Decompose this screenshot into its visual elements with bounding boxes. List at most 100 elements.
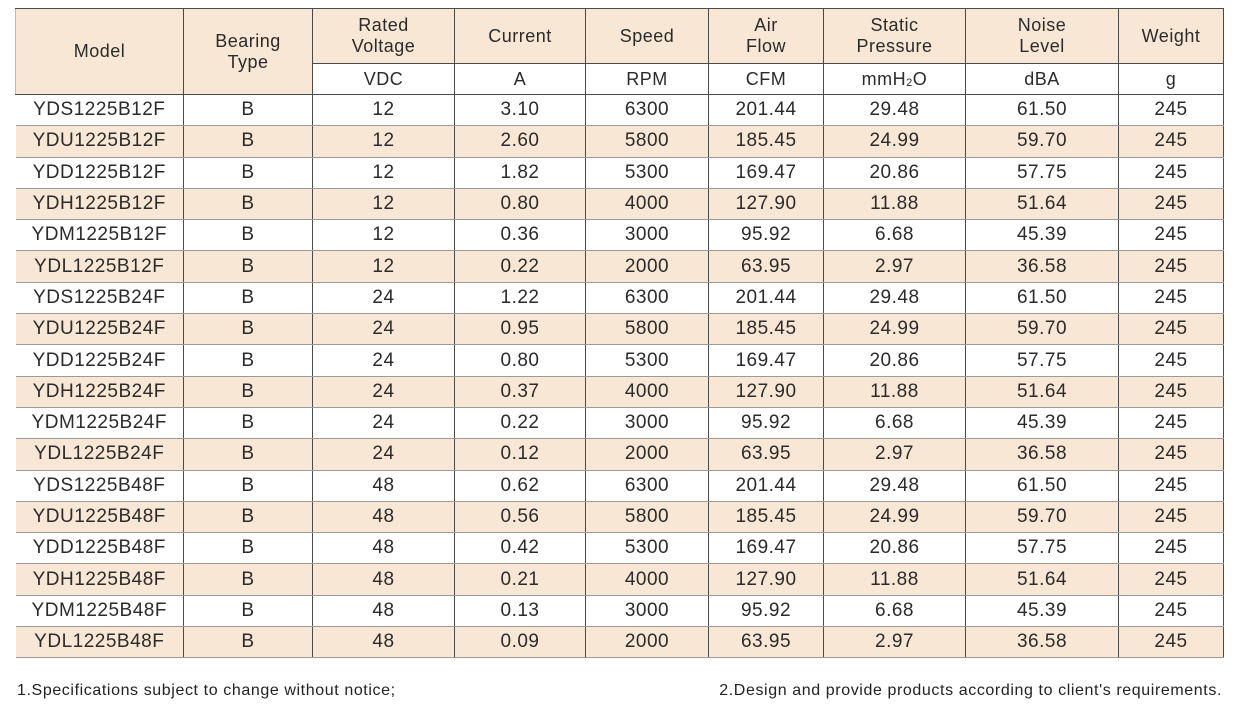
value-cell: 63.95: [708, 438, 824, 471]
value-cell: B: [183, 187, 313, 221]
value-cell: 5800: [585, 125, 709, 158]
table-row: YDH1225B48F B 48 0.21 4000 127.90 11.88 51.64 24…: [15, 563, 1224, 596]
unit-cell: VDC: [312, 63, 455, 95]
value-cell: 127.90: [708, 375, 824, 408]
value-cell: 6300: [585, 469, 709, 502]
value-cell: 185.45: [708, 125, 824, 158]
value-cell: 3000: [585, 219, 709, 252]
value-cell: 0.22: [454, 406, 586, 440]
value-cell: 245: [1118, 219, 1224, 252]
model-cell: YDM1225B12F: [15, 219, 184, 252]
value-cell: 48: [312, 532, 455, 565]
table-row: YDM1225B12F B 12 0.36 3000 95.92 6.68 45.39 245: [15, 219, 1224, 252]
header-bearing-type: Bearing Type: [183, 8, 313, 95]
model-cell: YDS1225B24F: [15, 281, 184, 315]
value-cell: 245: [1118, 375, 1224, 408]
value-cell: 201.44: [708, 281, 824, 315]
model-cell: YDH1225B48F: [15, 563, 184, 596]
value-cell: 11.88: [823, 375, 966, 408]
value-cell: 63.95: [708, 250, 824, 283]
value-cell: 61.50: [965, 469, 1119, 502]
value-cell: 245: [1118, 313, 1224, 346]
value-cell: 61.50: [965, 93, 1119, 127]
value-cell: 0.56: [454, 500, 586, 534]
header-static-pressure: Static Pressure: [823, 8, 966, 64]
spec-table: Model Bearing Type Rated Voltage Current…: [15, 8, 1224, 659]
value-cell: 245: [1118, 281, 1224, 315]
table-row: YDS1225B48F B 48 0.62 6300 201.44 29.48 61.50 24…: [15, 469, 1224, 502]
model-cell: YDS1225B48F: [15, 469, 184, 502]
value-cell: 59.70: [965, 500, 1119, 534]
model-cell: YDD1225B12F: [15, 156, 184, 189]
value-cell: 0.09: [454, 626, 586, 659]
value-cell: 29.48: [823, 93, 966, 127]
model-cell: YDL1225B24F: [15, 438, 184, 471]
value-cell: 51.64: [965, 187, 1119, 221]
header-speed: Speed: [585, 8, 709, 64]
value-cell: 0.80: [454, 344, 586, 377]
value-cell: B: [183, 406, 313, 440]
value-cell: 0.22: [454, 250, 586, 283]
table-row: YDU1225B12F B 12 2.60 5800 185.45 24.99 59.70 24…: [15, 125, 1224, 158]
value-cell: 51.64: [965, 563, 1119, 596]
value-cell: 20.86: [823, 344, 966, 377]
value-cell: 57.75: [965, 532, 1119, 565]
value-cell: 0.37: [454, 375, 586, 408]
value-cell: 0.80: [454, 187, 586, 221]
value-cell: 245: [1118, 594, 1224, 628]
value-cell: 24: [312, 438, 455, 471]
value-cell: 245: [1118, 187, 1224, 221]
value-cell: 127.90: [708, 187, 824, 221]
header-model: Model: [15, 8, 184, 95]
value-cell: B: [183, 563, 313, 596]
value-cell: 0.42: [454, 532, 586, 565]
value-cell: 4000: [585, 187, 709, 221]
model-cell: YDD1225B48F: [15, 532, 184, 565]
value-cell: 59.70: [965, 313, 1119, 346]
model-cell: YDD1225B24F: [15, 344, 184, 377]
unit-cell: RPM: [585, 63, 709, 95]
value-cell: 127.90: [708, 563, 824, 596]
unit-cell: A: [454, 63, 586, 95]
value-cell: B: [183, 281, 313, 315]
value-cell: 51.64: [965, 375, 1119, 408]
value-cell: 2.97: [823, 438, 966, 471]
value-cell: 3000: [585, 594, 709, 628]
value-cell: 95.92: [708, 594, 824, 628]
value-cell: 0.12: [454, 438, 586, 471]
value-cell: 1.22: [454, 281, 586, 315]
value-cell: 245: [1118, 125, 1224, 158]
note-specifications: 1.Specifications subject to change witho…: [17, 682, 396, 699]
value-cell: 12: [312, 250, 455, 283]
value-cell: 12: [312, 156, 455, 189]
note-design: 2.Design and provide products according …: [719, 682, 1222, 699]
table-row: YDU1225B24F B 24 0.95 5800 185.45 24.99 59.70 24…: [15, 313, 1224, 346]
value-cell: 57.75: [965, 156, 1119, 189]
value-cell: 6.68: [823, 594, 966, 628]
value-cell: 169.47: [708, 156, 824, 189]
value-cell: 245: [1118, 250, 1224, 283]
value-cell: 245: [1118, 344, 1224, 377]
value-cell: 48: [312, 594, 455, 628]
value-cell: B: [183, 219, 313, 252]
header-current: Current: [454, 8, 586, 64]
table-row: YDD1225B48F B 48 0.42 5300 169.47 20.86 57.75 24…: [15, 532, 1224, 565]
value-cell: 45.39: [965, 219, 1119, 252]
value-cell: 59.70: [965, 125, 1119, 158]
header-rated-voltage: Rated Voltage: [312, 8, 455, 64]
value-cell: B: [183, 594, 313, 628]
value-cell: 5300: [585, 532, 709, 565]
value-cell: B: [183, 500, 313, 534]
value-cell: 24: [312, 375, 455, 408]
model-cell: YDM1225B24F: [15, 406, 184, 440]
table-row: YDD1225B12F B 12 1.82 5300 169.47 20.86 57.75 24…: [15, 156, 1224, 189]
value-cell: 20.86: [823, 156, 966, 189]
value-cell: 24.99: [823, 500, 966, 534]
value-cell: B: [183, 344, 313, 377]
unit-cell: mmH2O: [823, 63, 966, 95]
value-cell: 24: [312, 406, 455, 440]
table-row: YDS1225B12F B 12 3.10 6300 201.44 29.48 61.50 24…: [15, 93, 1224, 127]
value-cell: 2000: [585, 438, 709, 471]
value-cell: 48: [312, 469, 455, 502]
value-cell: 2.97: [823, 626, 966, 659]
